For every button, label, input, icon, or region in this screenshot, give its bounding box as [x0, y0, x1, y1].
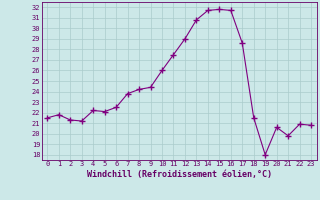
X-axis label: Windchill (Refroidissement éolien,°C): Windchill (Refroidissement éolien,°C)	[87, 170, 272, 179]
